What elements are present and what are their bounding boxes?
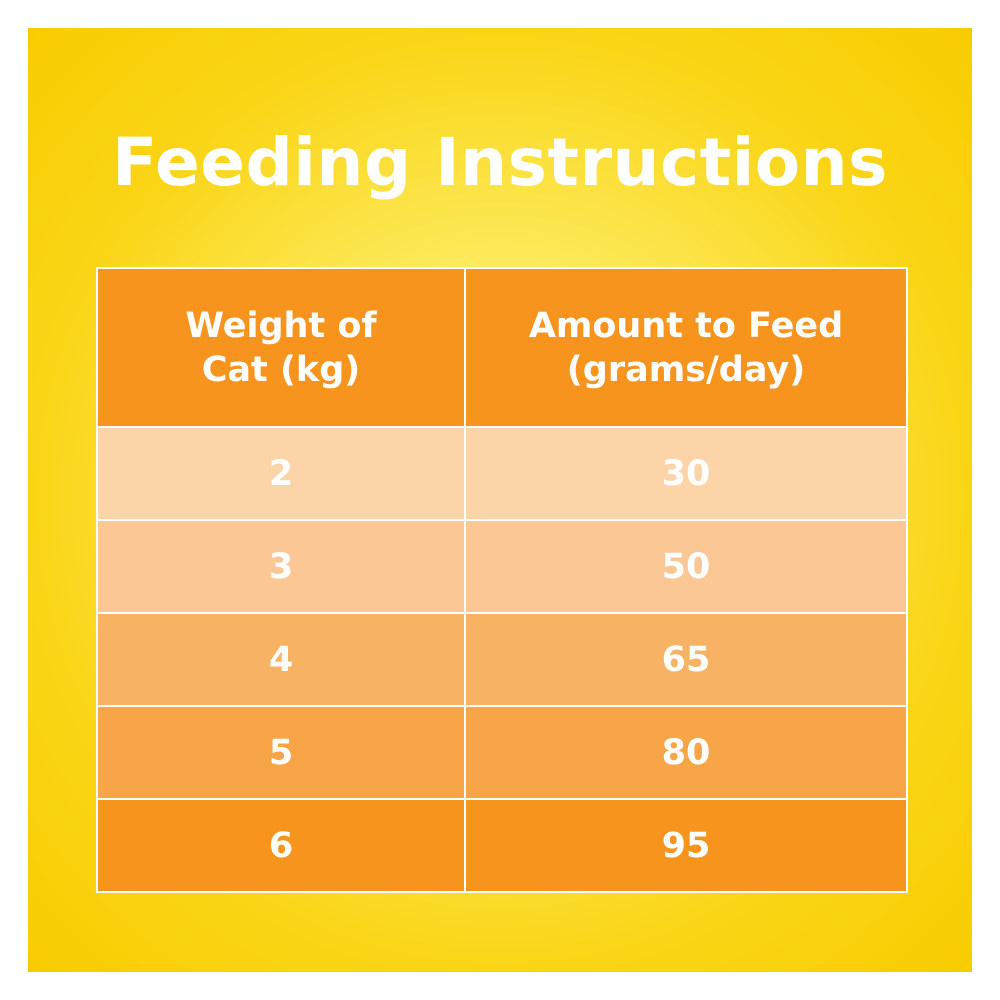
header-weight: Weight of Cat (kg): [96, 267, 466, 428]
table-row: 2 30: [96, 426, 908, 521]
table-row: 4 65: [96, 612, 908, 707]
cell-amount: 80: [464, 705, 908, 800]
cell-weight: 2: [96, 426, 466, 521]
cell-weight: 6: [96, 798, 466, 893]
page-title: Feeding Instructions: [112, 124, 888, 201]
header-amount: Amount to Feed (grams/day): [464, 267, 908, 428]
cell-weight: 4: [96, 612, 466, 707]
cell-amount: 30: [464, 426, 908, 521]
table-row: 6 95: [96, 798, 908, 893]
header-weight-line2: Cat (kg): [201, 349, 361, 390]
cell-weight: 3: [96, 519, 466, 614]
cell-amount: 65: [464, 612, 908, 707]
table-row: 3 50: [96, 519, 908, 614]
feeding-table: Weight of Cat (kg) Amount to Feed (grams…: [96, 267, 908, 893]
cell-amount: 95: [464, 798, 908, 893]
header-amount-line2: (grams/day): [566, 349, 806, 390]
cell-amount: 50: [464, 519, 908, 614]
header-amount-line1: Amount to Feed: [528, 305, 844, 346]
table-row: 5 80: [96, 705, 908, 800]
header-weight-line1: Weight of: [185, 305, 377, 346]
table-header-row: Weight of Cat (kg) Amount to Feed (grams…: [96, 267, 908, 428]
cell-weight: 5: [96, 705, 466, 800]
